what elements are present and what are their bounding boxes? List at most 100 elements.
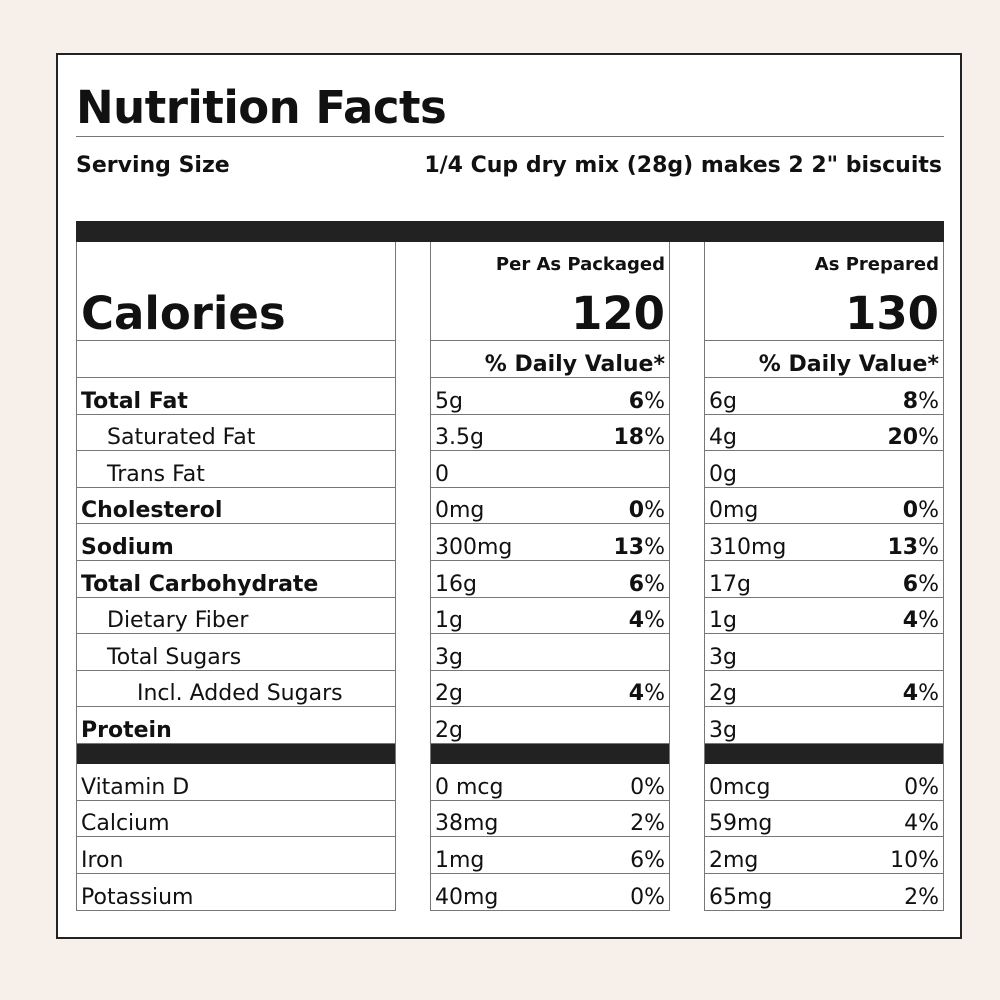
daily-value: 18% [613,425,665,451]
amount: 16g [435,571,477,597]
amount: 0mcg [709,774,771,800]
vitamin-row: 1mg 6% [431,837,669,874]
amount: 5g [435,388,463,414]
title-divider [76,136,944,137]
amount: 0 [435,461,449,487]
nutrient-row: 17g 6% [705,561,943,598]
nutrient-name: Dietary Fiber [77,598,395,635]
nutrition-facts-panel: Nutrition Facts Serving Size 1/4 Cup dry… [56,53,962,939]
nutrient-row: 310mg 13% [705,524,943,561]
nutrient-name: Saturated Fat [77,415,395,452]
vitamin-row: 2mg 10% [705,837,943,874]
daily-value: 2% [630,811,665,837]
daily-value: 13% [887,534,939,560]
amount: 65mg [709,885,773,911]
nutrient-row: 2g [431,707,669,744]
nutrient-name: Cholesterol [77,488,395,525]
amount: 0 mcg [435,774,504,800]
vitamin-row: 59mg 4% [705,801,943,838]
amount: 59mg [709,811,773,837]
amount: 2g [435,717,463,743]
nutrient-row: 1g 4% [431,598,669,635]
nutrient-name: Total Carbohydrate [77,561,395,598]
nutrient-row: 2g 4% [705,671,943,708]
amount: 310mg [709,534,787,560]
daily-value: 20% [887,425,939,451]
amount: 1mg [435,847,485,873]
daily-value: 6% [628,388,665,414]
daily-value: 8% [902,388,939,414]
daily-value-header: % Daily Value* [431,341,669,378]
nutrient-row: 3g [705,707,943,744]
nutrient-name: Incl. Added Sugars [77,671,395,708]
nutrient-row: 5g 6% [431,378,669,415]
amount: 38mg [435,811,499,837]
daily-value: 10% [890,847,939,873]
packaged-header-cell: Per As Packaged 120 [431,242,669,341]
nutrient-row: 6g 8% [705,378,943,415]
nutrient-row: 0mg 0% [705,488,943,525]
amount: 17g [709,571,751,597]
nutrient-name: Trans Fat [77,451,395,488]
nutrient-row: 3.5g 18% [431,415,669,452]
vitamin-row: 40mg 0% [431,874,669,911]
serving-size-label: Serving Size [76,153,230,178]
daily-value-header: % Daily Value* [705,341,943,378]
amount: 3g [709,644,737,670]
nutrient-row: 300mg 13% [431,524,669,561]
daily-value: 4% [904,811,939,837]
daily-value: 6% [902,571,939,597]
packaged-calories: 120 [571,287,665,340]
amount: 1g [709,608,737,634]
prepared-header-cell: As Prepared 130 [705,242,943,341]
prepared-caption: As Prepared [814,254,939,275]
daily-value: 0% [630,885,665,911]
amount: 3g [435,644,463,670]
daily-value: 0% [904,774,939,800]
vitamin-row: 38mg 2% [431,801,669,838]
page-title: Nutrition Facts [76,81,447,134]
section-divider [705,743,943,764]
nutrient-name: Sodium [77,524,395,561]
vitamin-row: 65mg 2% [705,874,943,911]
nutrient-name: Protein [77,707,395,744]
daily-value: 2% [904,885,939,911]
packaged-caption: Per As Packaged [495,254,665,275]
vitamin-row: 0mcg 0% [705,764,943,801]
section-divider [77,743,395,764]
daily-value: 4% [628,608,665,634]
amount: 3g [709,717,737,743]
nutrient-row: 2g 4% [431,671,669,708]
nutrient-row: 4g 20% [705,415,943,452]
amount: 0mg [435,498,485,524]
amount: 6g [709,388,737,414]
amount: 0g [709,461,737,487]
amount: 1g [435,608,463,634]
nutrient-row: 0g [705,451,943,488]
nutrient-row: 0mg 0% [431,488,669,525]
calories-label: Calories [81,287,286,340]
prepared-column: As Prepared 130 % Daily Value* 6g 8% 4g 20… [704,242,944,912]
amount: 2g [435,681,463,707]
daily-value: 4% [902,608,939,634]
amount: 3.5g [435,425,484,451]
amount: 4g [709,425,737,451]
nutrient-name: Total Sugars [77,634,395,671]
daily-value: 0% [902,498,939,524]
daily-value: 13% [613,534,665,560]
nutrient-row: 16g 6% [431,561,669,598]
vitamin-name: Calcium [77,801,395,838]
daily-value: 6% [628,571,665,597]
nutrient-row: 3g [431,634,669,671]
daily-value: 0% [630,774,665,800]
daily-value: 4% [628,681,665,707]
nutrient-row: 1g 4% [705,598,943,635]
nutrient-row: 3g [705,634,943,671]
amount: 0mg [709,498,759,524]
daily-value: 6% [630,847,665,873]
serving-size-value: 1/4 Cup dry mix (28g) makes 2 2" biscuit… [424,153,942,178]
nutrient-row: 0 [431,451,669,488]
calories-header-cell: Calories [77,242,395,341]
thick-divider [76,221,944,242]
prepared-calories: 130 [845,287,939,340]
